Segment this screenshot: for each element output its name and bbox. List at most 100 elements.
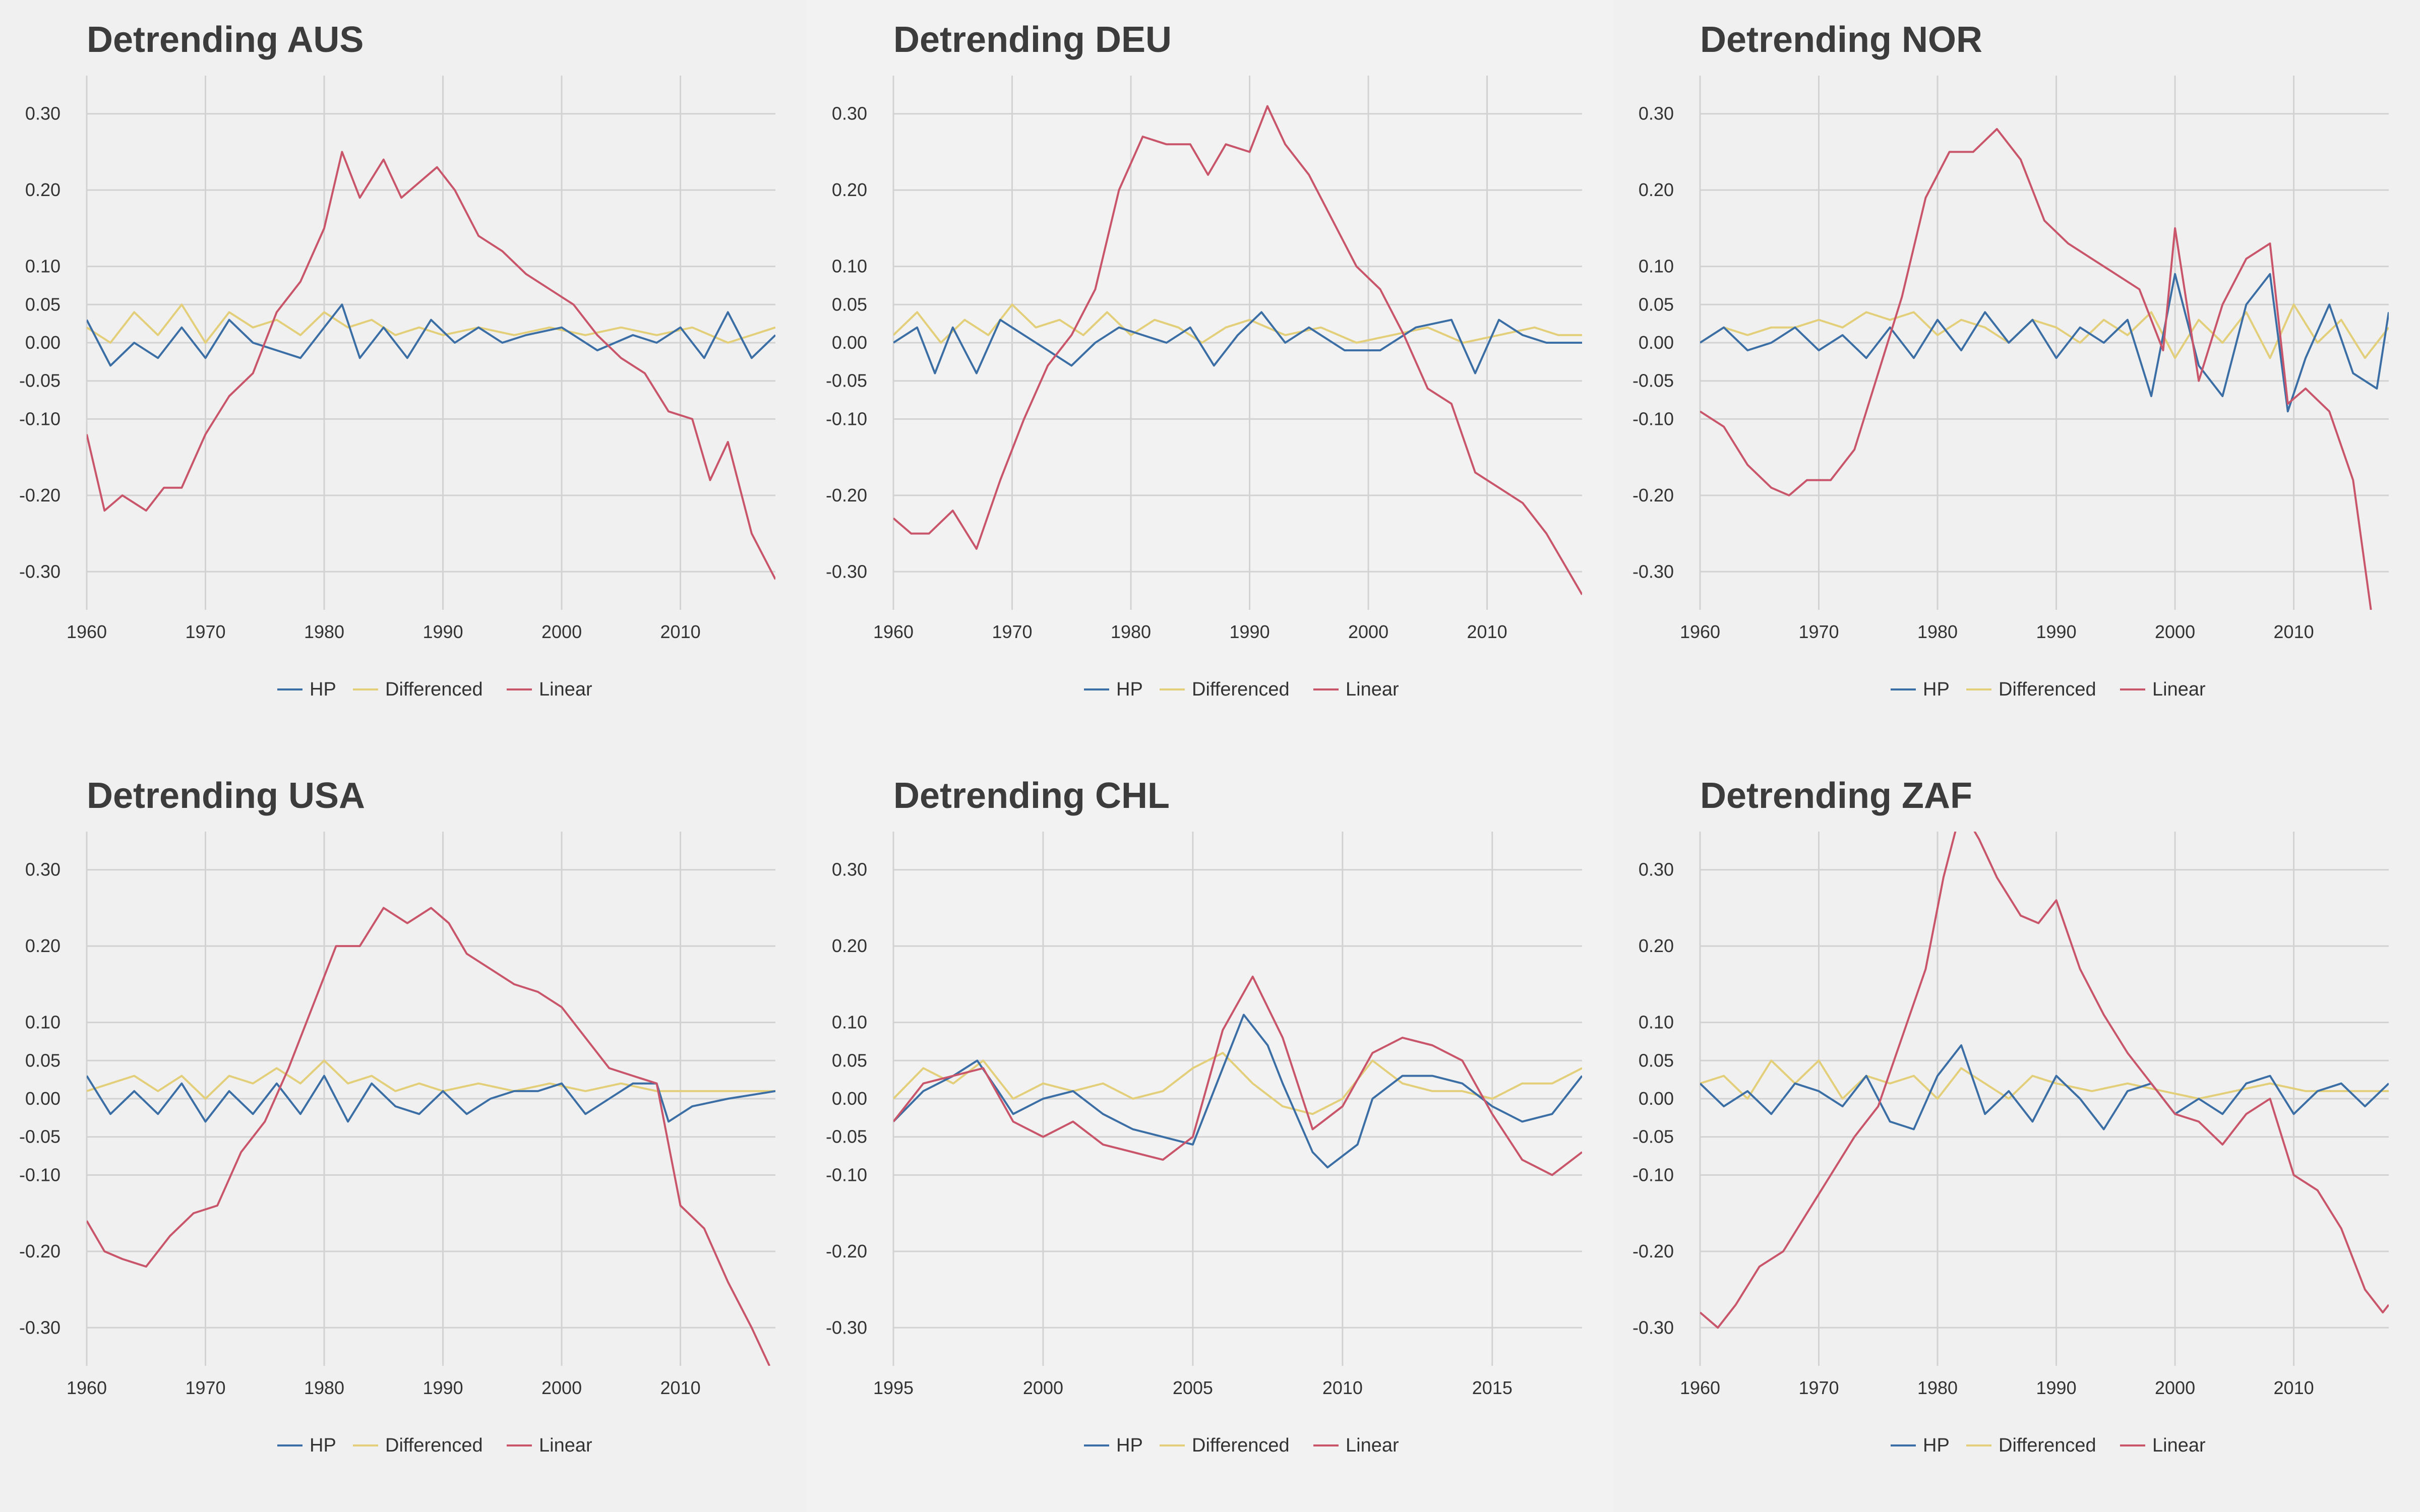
y-tick-label: 0.05 xyxy=(832,294,867,314)
y-tick-label: -0.05 xyxy=(1632,1126,1674,1147)
x-tick-label: 1960 xyxy=(873,621,914,642)
y-tick-label: -0.10 xyxy=(826,1164,867,1185)
y-tick-label: 0.30 xyxy=(1639,859,1674,880)
x-tick-label: 1980 xyxy=(304,621,344,642)
series-line-linear xyxy=(87,907,771,1366)
series-line-differenced xyxy=(893,1052,1582,1115)
legend-label-linear: Linear xyxy=(539,679,592,700)
y-tick-label: 0.20 xyxy=(832,935,867,956)
series-line-linear xyxy=(87,151,775,580)
y-tick-label: -0.30 xyxy=(1632,1317,1674,1338)
legend-label-linear: Linear xyxy=(1346,1435,1399,1456)
x-tick-label: 2000 xyxy=(1348,621,1388,642)
y-tick-label: -0.20 xyxy=(19,485,60,506)
series-line-linear xyxy=(1700,832,2389,1329)
series-line-hp xyxy=(87,303,775,367)
y-tick-label: 0.00 xyxy=(25,332,60,353)
y-tick-label: 0.05 xyxy=(1639,1050,1674,1070)
y-tick-label: 0.20 xyxy=(25,179,60,200)
legend-label-hp: HP xyxy=(310,679,336,700)
line-chart-zaf: 0.30 0.20 0.10 0.05 0.00 -0.05 -0.10 -0.20 -0.30… xyxy=(1632,832,2389,1456)
legend-label-hp: HP xyxy=(310,1435,336,1456)
x-tick-label: 2005 xyxy=(1173,1377,1213,1398)
y-tick-label: 0.10 xyxy=(1639,1012,1674,1033)
y-tick-label: -0.20 xyxy=(19,1241,60,1262)
x-tick-label: 2010 xyxy=(1322,1377,1363,1398)
y-tick-label: -0.05 xyxy=(826,370,867,391)
x-tick-label: 2010 xyxy=(1467,621,1507,642)
legend-label-hp: HP xyxy=(1923,679,1950,700)
x-tick-label: 1980 xyxy=(1917,1377,1958,1398)
y-tick-label: -0.10 xyxy=(1632,1164,1674,1185)
x-tick-label: 2000 xyxy=(2155,1377,2195,1398)
y-tick-label: -0.20 xyxy=(826,1241,867,1262)
x-tick-label: 1990 xyxy=(2036,621,2077,642)
line-chart-chl: 0.30 0.20 0.10 0.05 0.00 -0.05 -0.10 -0.20 -0.30… xyxy=(826,832,1582,1456)
x-tick-label: 1990 xyxy=(423,1377,463,1398)
line-chart-deu: 0.30 0.20 0.10 0.05 0.00 -0.05 -0.10 -0.20 -0.30… xyxy=(826,76,1582,700)
series-line-differenced xyxy=(1700,303,2389,359)
x-tick-label: 1960 xyxy=(67,621,107,642)
line-chart-aus: 0.30 0.20 0.10 0.05 0.00 -0.05 -0.10 -0.20 -0.30… xyxy=(19,76,775,700)
series-line-linear xyxy=(1700,128,2372,610)
series-line-differenced xyxy=(1700,1059,2389,1100)
x-tick-label: 1960 xyxy=(1680,1377,1720,1398)
legend-label-hp: HP xyxy=(1116,1435,1143,1456)
legend-label-differenced: Differenced xyxy=(385,679,483,700)
y-tick-label: 0.20 xyxy=(832,179,867,200)
x-tick-label: 1980 xyxy=(304,1377,344,1398)
y-tick-label: -0.30 xyxy=(826,1317,867,1338)
x-tick-label: 1980 xyxy=(1917,621,1958,642)
x-tick-label: 2000 xyxy=(541,621,582,642)
y-tick-label: -0.05 xyxy=(1632,370,1674,391)
x-tick-label: 2010 xyxy=(660,621,701,642)
y-tick-label: 0.30 xyxy=(832,103,867,124)
legend-label-differenced: Differenced xyxy=(385,1435,483,1456)
y-tick-label: -0.10 xyxy=(1632,408,1674,429)
x-tick-label: 2000 xyxy=(1023,1377,1063,1398)
y-tick-label: -0.30 xyxy=(19,1317,60,1338)
x-tick-label: 2010 xyxy=(660,1377,701,1398)
y-tick-label: 0.00 xyxy=(832,332,867,353)
y-tick-label: 0.05 xyxy=(25,294,60,314)
x-tick-label: 2000 xyxy=(541,1377,582,1398)
y-tick-label: -0.05 xyxy=(826,1126,867,1147)
line-chart-usa: 0.30 0.20 0.10 0.05 0.00 -0.05 -0.10 -0.20 -0.30… xyxy=(19,832,775,1456)
x-tick-label: 1980 xyxy=(1111,621,1151,642)
chart-panel-zaf: Detrending ZAF 0.30 0.20 0.10 0.05 0.00 -0.05… xyxy=(1613,756,2420,1512)
legend-label-differenced: Differenced xyxy=(1192,1435,1290,1456)
x-tick-label: 1990 xyxy=(2036,1377,2077,1398)
y-tick-label: 0.05 xyxy=(25,1050,60,1070)
series-line-hp xyxy=(87,1075,775,1123)
y-tick-label: -0.10 xyxy=(826,408,867,429)
x-tick-label: 1970 xyxy=(1798,621,1839,642)
y-tick-label: -0.30 xyxy=(1632,561,1674,582)
chart-panel-aus: Detrending AUS 0.30 0.20 0.10 0.05 0.00 -0.05… xyxy=(0,0,807,756)
legend-label-linear: Linear xyxy=(2152,679,2206,700)
x-tick-label: 2010 xyxy=(2274,621,2314,642)
line-chart-nor: 0.30 0.20 0.10 0.05 0.00 -0.05 -0.10 -0.20 -0.30… xyxy=(1632,76,2389,700)
legend-label-linear: Linear xyxy=(2152,1435,2206,1456)
x-tick-label: 1990 xyxy=(423,621,463,642)
chart-title: Detrending CHL xyxy=(893,776,1170,816)
x-tick-label: 2015 xyxy=(1472,1377,1512,1398)
y-tick-label: 0.00 xyxy=(832,1088,867,1109)
y-tick-label: -0.30 xyxy=(19,561,60,582)
chart-title: Detrending ZAF xyxy=(1700,776,1972,816)
y-tick-label: 0.30 xyxy=(1639,103,1674,124)
series-line-linear xyxy=(893,105,1582,595)
x-tick-label: 1970 xyxy=(185,621,225,642)
chart-panel-usa: Detrending USA 0.30 0.20 0.10 0.05 0.00 -0.05… xyxy=(0,756,807,1512)
chart-panel-nor: Detrending NOR 0.30 0.20 0.10 0.05 0.00 -0.05… xyxy=(1613,0,2420,756)
y-tick-label: -0.20 xyxy=(826,485,867,506)
chart-panel-deu: Detrending DEU 0.30 0.20 0.10 0.05 0.00 -0.05… xyxy=(807,0,1613,756)
series-line-differenced xyxy=(893,303,1582,344)
x-tick-label: 1970 xyxy=(185,1377,225,1398)
y-tick-label: 0.10 xyxy=(25,256,60,277)
chart-panel-chl: Detrending CHL 0.30 0.20 0.10 0.05 0.00 -0.05… xyxy=(807,756,1613,1512)
y-tick-label: 0.00 xyxy=(25,1088,60,1109)
chart-title: Detrending NOR xyxy=(1700,20,1983,60)
y-tick-label: -0.20 xyxy=(1632,1241,1674,1262)
y-tick-label: 0.10 xyxy=(832,1012,867,1033)
y-tick-label: 0.05 xyxy=(832,1050,867,1070)
